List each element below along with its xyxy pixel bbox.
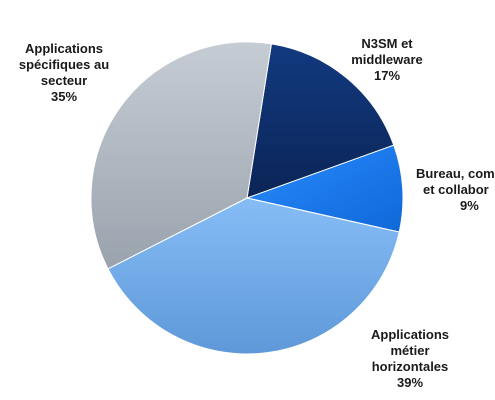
slice-name-line: Bureau, com — [416, 166, 495, 181]
slice-value-label: 9% — [460, 198, 479, 213]
slice-name-line: et collabor — [423, 182, 489, 197]
slice-name-line: N3SM et — [361, 36, 413, 51]
slice-value-label: 39% — [396, 375, 424, 390]
slice-name-line: secteur — [40, 73, 88, 88]
slice-name-line: horizontales — [371, 359, 449, 374]
slice-specifiques — [90, 41, 272, 270]
slice-name-line: Applications — [24, 41, 103, 56]
slice-label-metier: Applications métier horizontales 39% — [350, 327, 470, 391]
slice-label-n3sm: N3SM et middleware 17% — [347, 36, 427, 84]
slice-metier — [107, 197, 400, 355]
slice-label-bureau: Bureau, com et collabor 9% — [413, 166, 495, 214]
slice-n3sm — [246, 43, 395, 199]
slice-label-specifiques: Applications spécifiques au secteur 35% — [4, 41, 124, 105]
slice-name-line: métier — [390, 343, 430, 358]
slice-name-line: Applications — [370, 327, 449, 342]
slice-name-line: middleware — [351, 52, 423, 67]
slice-name-line: spécifiques au — [18, 57, 110, 72]
slice-value-label: 17% — [373, 68, 401, 83]
slice-value-label: 35% — [50, 89, 78, 104]
slice-bureau — [245, 144, 404, 233]
